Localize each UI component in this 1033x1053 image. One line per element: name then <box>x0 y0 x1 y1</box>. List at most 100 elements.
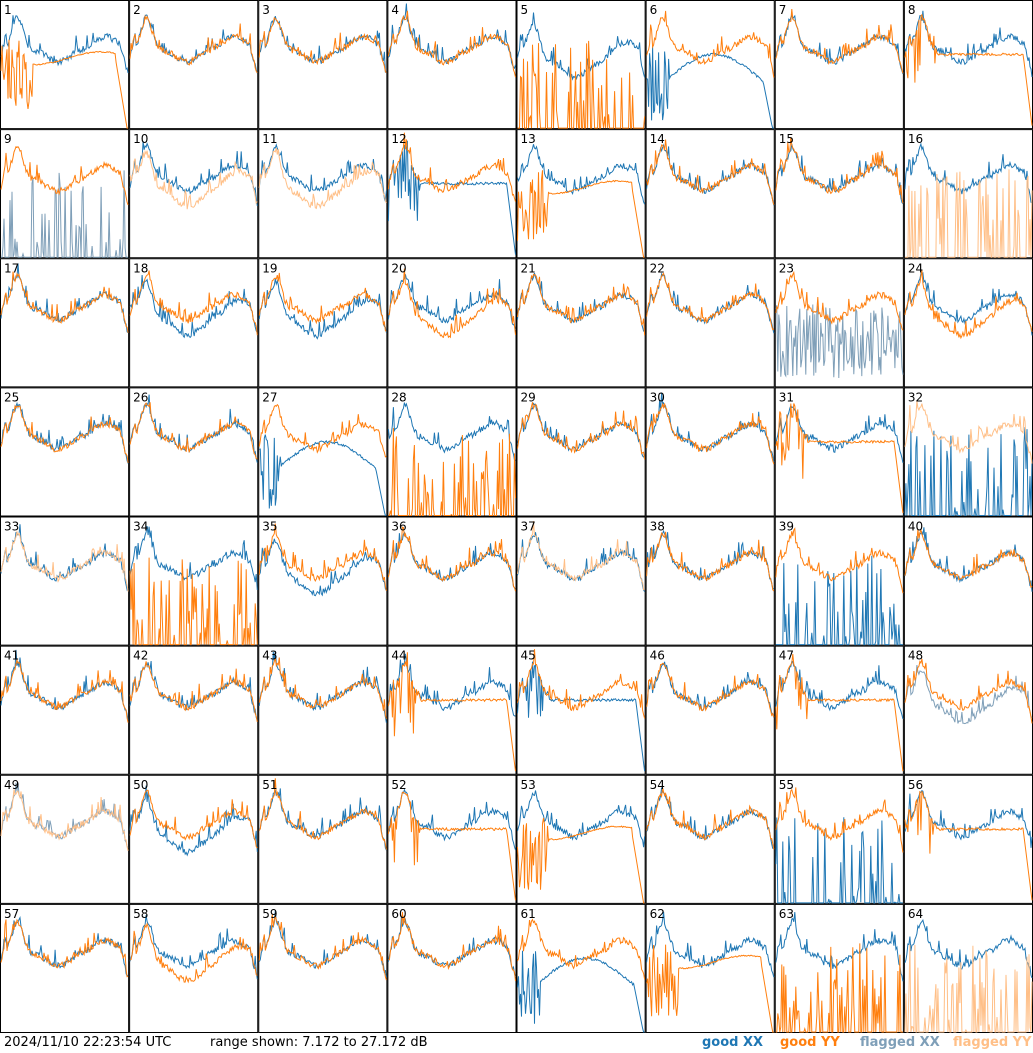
panel-label: 43 <box>262 649 277 663</box>
antenna-panel-28: 28 <box>387 387 517 517</box>
panel-label: 47 <box>779 649 794 663</box>
yy-trace <box>129 661 258 722</box>
panel-label: 58 <box>133 907 148 921</box>
yy-trace <box>517 40 646 129</box>
panel-frame <box>387 0 517 130</box>
antenna-panel-41: 41 <box>0 645 130 775</box>
yy-trace <box>0 658 129 723</box>
antenna-panel-34: 34 <box>129 516 259 646</box>
antenna-panel-35: 35 <box>258 516 388 646</box>
yy-trace <box>258 657 387 719</box>
footer: 2024/11/10 22:23:54 UTC range shown: 7.1… <box>0 1033 1033 1053</box>
xx-trace <box>904 919 1033 979</box>
antenna-panel-32: 32 <box>903 387 1033 517</box>
antenna-panel-49: 49 <box>0 774 130 904</box>
panel-label: 51 <box>262 778 277 792</box>
yy-trace <box>387 10 516 78</box>
xx-trace <box>517 950 645 1033</box>
yy-trace <box>775 943 903 1033</box>
xx-trace <box>904 665 1033 725</box>
antenna-panel-42: 42 <box>129 645 259 775</box>
antenna-panel-45: 45 <box>516 645 646 775</box>
panel-label: 14 <box>650 132 665 146</box>
antenna-panel-18: 18 <box>129 258 259 388</box>
antenna-panel-23: 23 <box>774 258 904 388</box>
yy-trace <box>258 778 387 850</box>
xx-trace <box>775 817 903 905</box>
yy-trace <box>129 789 258 849</box>
yy-trace <box>258 523 387 591</box>
yy-trace <box>129 14 258 74</box>
panel-label: 9 <box>4 132 12 146</box>
xx-trace <box>775 912 904 982</box>
legend-good-xx: good XX <box>702 1035 764 1050</box>
yy-trace <box>0 271 129 333</box>
antenna-panel-29: 29 <box>516 387 646 517</box>
panel-label: 10 <box>133 132 148 146</box>
yy-trace <box>775 653 904 772</box>
panel-label: 38 <box>650 520 665 534</box>
yy-trace <box>775 403 904 514</box>
panel-label: 56 <box>908 778 923 792</box>
panel-label: 55 <box>779 778 794 792</box>
panel-frame <box>387 258 517 388</box>
yy-trace <box>387 526 516 592</box>
panel-frame <box>258 0 388 130</box>
panel-label: 15 <box>779 132 794 146</box>
panel-label: 20 <box>391 261 406 275</box>
antenna-panel-14: 14 <box>645 129 775 259</box>
yy-trace <box>775 527 904 594</box>
panel-label: 22 <box>650 261 665 275</box>
antenna-panel-61: 61 <box>516 903 646 1033</box>
yy-trace <box>904 270 1033 340</box>
antenna-panel-8: 8 <box>903 0 1033 130</box>
xx-trace <box>904 426 1033 516</box>
antenna-panel-21: 21 <box>516 258 646 388</box>
antenna-panel-60: 60 <box>387 903 517 1033</box>
xx-trace <box>387 653 516 717</box>
xx-trace <box>258 538 387 597</box>
xx-trace <box>646 45 774 129</box>
antenna-panel-15: 15 <box>774 129 904 259</box>
antenna-panel-1: 1 <box>0 0 130 130</box>
antenna-panel-57: 57 <box>0 903 130 1033</box>
panel-label: 39 <box>779 520 794 534</box>
antenna-panel-51: 51 <box>258 774 388 904</box>
antenna-panel-48: 48 <box>903 645 1033 775</box>
panel-label: 2 <box>133 3 141 17</box>
panel-frame <box>129 903 259 1033</box>
antenna-panel-58: 58 <box>129 903 259 1033</box>
yy-trace <box>904 13 1033 126</box>
xx-trace <box>258 278 387 340</box>
panel-label: 1 <box>4 3 12 17</box>
panel-frame <box>645 129 775 259</box>
panel-label: 50 <box>133 778 148 792</box>
panel-label: 16 <box>908 132 923 146</box>
yy-trace <box>646 531 775 592</box>
xx-trace <box>388 3 516 70</box>
panel-frame <box>903 516 1033 646</box>
yy-trace <box>517 520 645 591</box>
panel-frame <box>129 516 259 646</box>
xx-trace <box>775 555 903 646</box>
panel-label: 52 <box>391 778 406 792</box>
panel-frame <box>516 903 646 1033</box>
panel-label: 26 <box>133 390 148 404</box>
panel-label: 17 <box>4 261 19 275</box>
xx-trace <box>517 790 646 848</box>
panel-frame <box>258 774 388 904</box>
antenna-panel-10: 10 <box>129 129 259 259</box>
yy-trace <box>646 10 775 78</box>
yy-trace <box>646 787 775 850</box>
panel-label: 57 <box>4 907 19 921</box>
panel-frame <box>387 774 517 904</box>
panel-frame <box>516 129 646 259</box>
panel-frame <box>645 387 775 517</box>
yy-trace <box>387 791 516 901</box>
antenna-panel-33: 33 <box>0 516 130 646</box>
antenna-panel-53: 53 <box>516 774 646 904</box>
panel-label: 64 <box>908 907 923 921</box>
antenna-panel-43: 43 <box>258 645 388 775</box>
xx-trace <box>646 529 774 590</box>
antenna-panel-40: 40 <box>903 516 1033 646</box>
